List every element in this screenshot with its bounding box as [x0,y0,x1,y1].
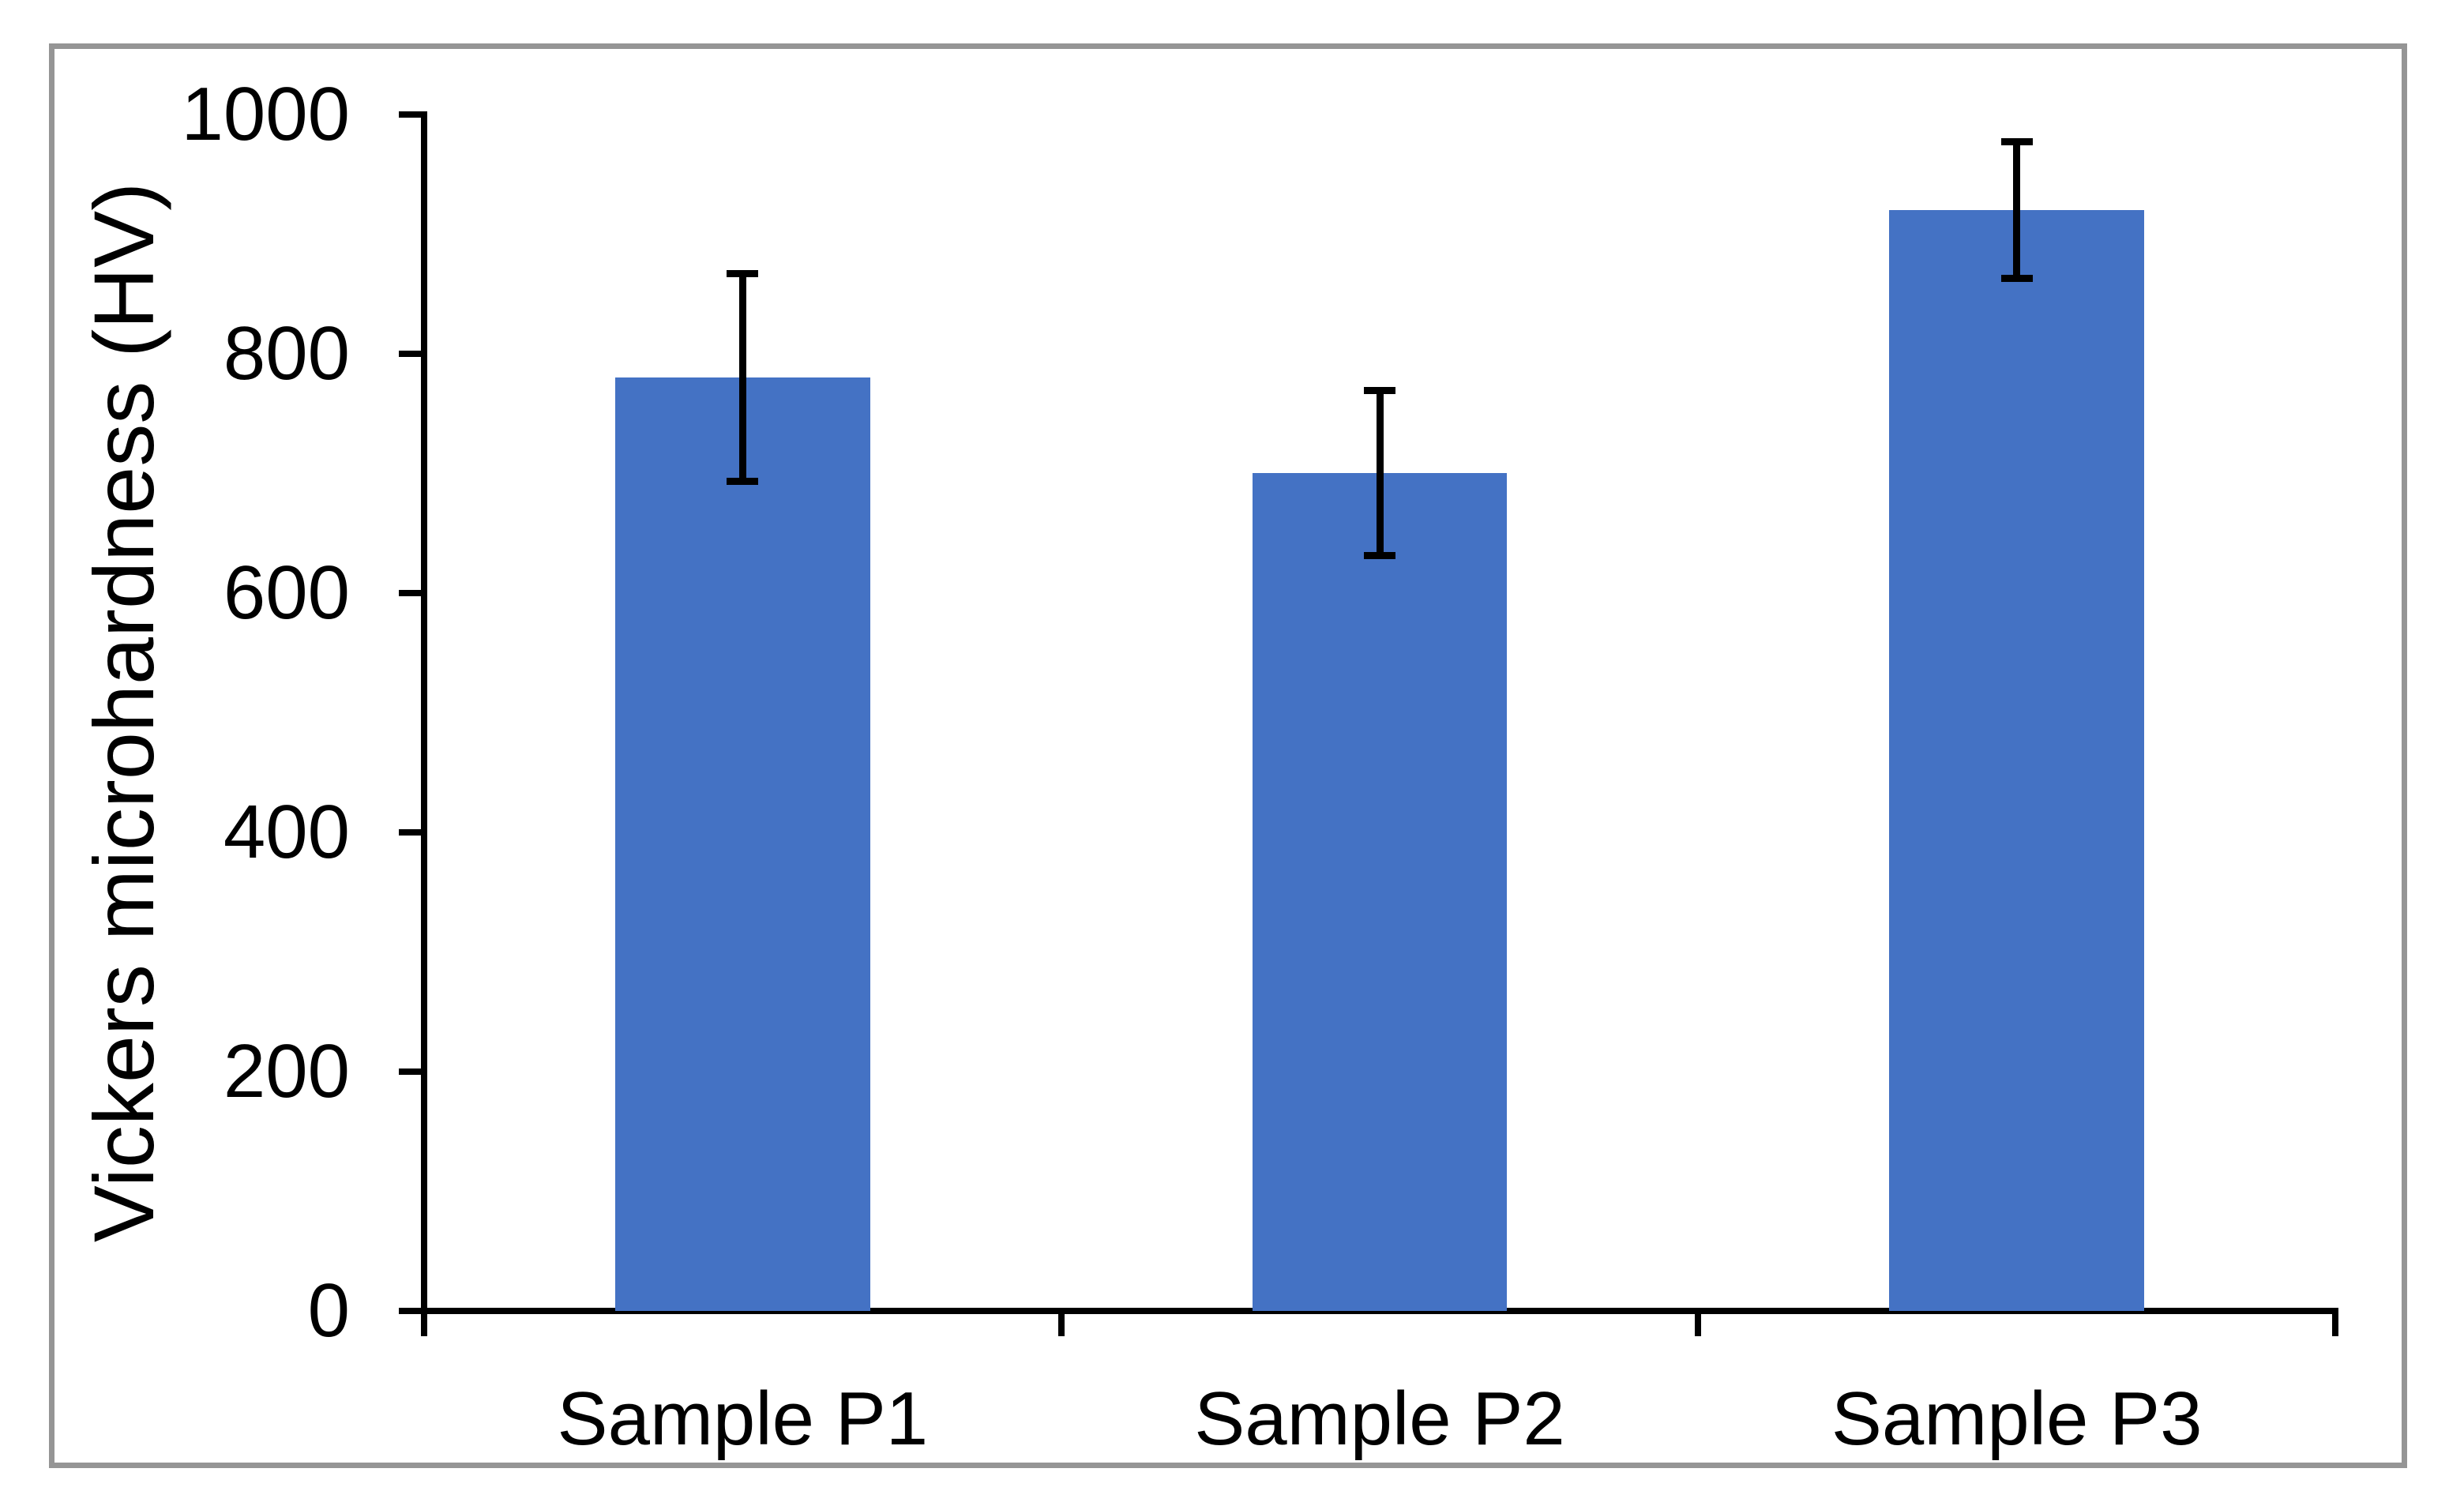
y-axis-tick-label: 1000 [181,71,350,156]
y-axis-tick-label: 0 [307,1268,350,1353]
x-category-label: Sample P2 [1194,1376,1565,1461]
y-axis-tick [399,111,424,118]
y-axis-tick-label: 800 [223,310,350,396]
error-bar-cap-top [1364,387,1395,395]
bar-sample-p1 [615,377,870,1311]
x-axis-tick [1695,1311,1702,1336]
y-axis-tick [399,1068,424,1075]
error-bar-line [1376,390,1384,556]
y-axis-title: Vickers microhardness (HV) [76,182,171,1243]
error-bar-line [2013,141,2021,279]
y-axis-tick-label: 600 [223,550,350,635]
y-axis-tick-label: 200 [223,1028,350,1114]
y-axis-tick-label: 400 [223,789,350,874]
y-axis-line [421,111,427,1336]
error-bar-cap-top [727,269,759,277]
bar-sample-p3 [1889,209,2144,1311]
y-axis-tick [399,589,424,596]
error-bar-cap-bottom [1364,552,1395,560]
x-axis-tick [2332,1311,2338,1336]
bar-sample-p2 [1252,473,1508,1311]
error-bar-cap-bottom [2000,274,2033,282]
error-bar-line [738,273,746,482]
error-bar-cap-top [2000,137,2033,145]
y-axis-tick [399,828,424,836]
y-axis-tick [399,350,424,357]
x-axis-line [421,1308,2338,1314]
error-bar-cap-bottom [727,478,759,486]
x-category-label: Sample P3 [1831,1376,2203,1461]
x-category-label: Sample P1 [557,1376,929,1461]
y-axis-tick [399,1308,424,1314]
x-axis-tick [1057,1311,1065,1336]
